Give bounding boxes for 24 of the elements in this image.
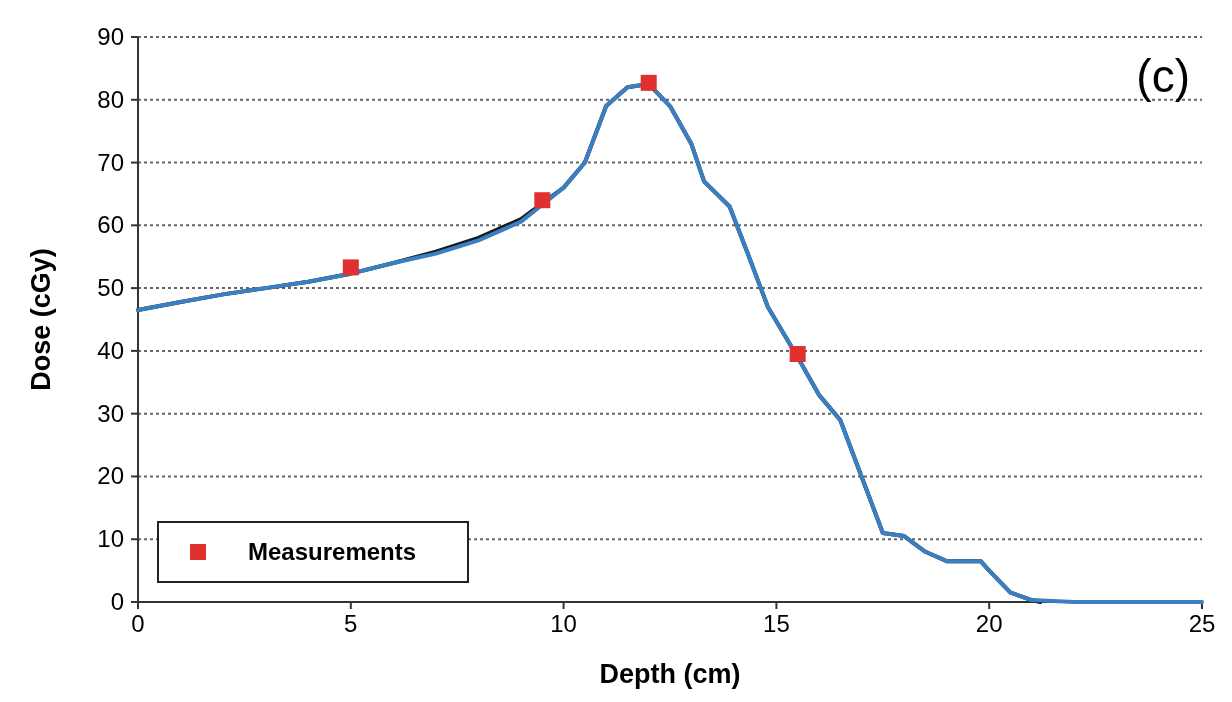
point bbox=[789, 346, 806, 363]
y-tick-label: 60 bbox=[97, 211, 124, 239]
y-tick-label: 30 bbox=[97, 399, 124, 427]
y-tick-label: 40 bbox=[97, 336, 124, 364]
point bbox=[640, 74, 657, 91]
x-axis-title: Depth (cm) bbox=[599, 659, 741, 689]
x-tick-label: 5 bbox=[344, 610, 358, 637]
y-tick-label: 0 bbox=[110, 588, 124, 615]
legend-label: Measurements bbox=[248, 538, 417, 565]
y-tick-label: 10 bbox=[97, 525, 124, 553]
point bbox=[534, 192, 551, 209]
annotation: (c) bbox=[1136, 50, 1190, 102]
y-axis-title: Dose (cGy) bbox=[26, 248, 56, 391]
x-tick-label: 20 bbox=[975, 610, 1003, 637]
y-tick-label: 90 bbox=[97, 23, 124, 50]
point bbox=[342, 259, 359, 276]
x-tick-label: 10 bbox=[550, 610, 577, 637]
x-tick-label: 0 bbox=[131, 610, 145, 637]
x-tick-label: 25 bbox=[1188, 610, 1216, 637]
y-tick-label: 80 bbox=[97, 85, 124, 113]
y-tick-label: 70 bbox=[97, 148, 124, 176]
y-tick-label: 20 bbox=[97, 462, 124, 490]
x-tick-label: 15 bbox=[763, 610, 790, 637]
y-tick-label: 50 bbox=[97, 274, 124, 302]
